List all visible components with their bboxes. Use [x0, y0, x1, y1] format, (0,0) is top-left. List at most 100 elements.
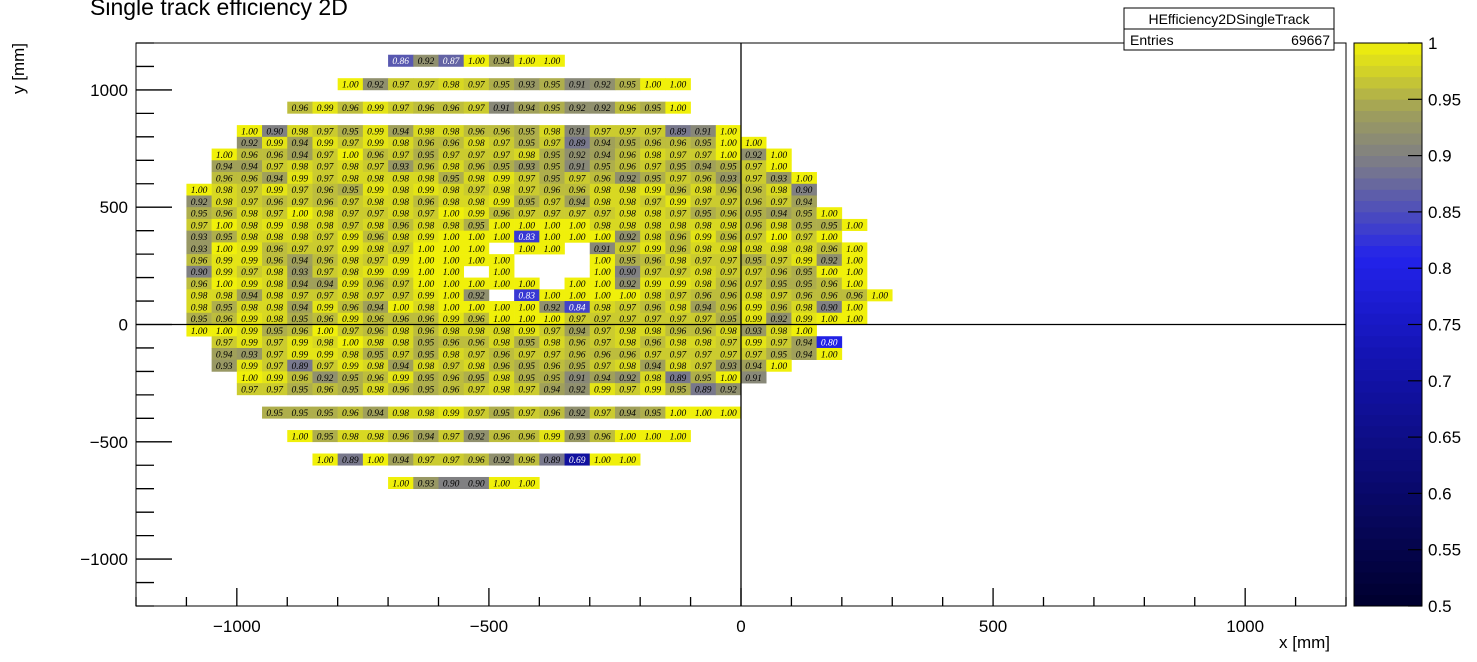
heatmap-cell [514, 148, 540, 161]
heatmap-cell [514, 371, 540, 384]
heatmap-cell [362, 406, 389, 419]
heatmap-cell [589, 371, 616, 384]
heatmap-cell [539, 136, 565, 149]
colorbar-tick-label: 0.7 [1428, 372, 1452, 391]
heatmap-cell-label: 0.96 [418, 139, 435, 149]
heatmap-cell-label: 0.96 [443, 374, 460, 384]
heatmap-cell [715, 277, 742, 290]
heatmap-cell [665, 359, 691, 372]
heatmap-cell-label: 0.89 [544, 456, 561, 466]
heatmap-cell [287, 289, 313, 302]
heatmap-cell [463, 242, 490, 255]
heatmap-cell-label: 0.96 [821, 245, 838, 255]
heatmap-cell [362, 207, 389, 220]
heatmap-cell-label: 0.95 [216, 303, 233, 313]
heatmap-cell [388, 242, 414, 255]
heatmap-cell [236, 242, 263, 255]
heatmap-cell [186, 277, 212, 290]
heatmap-cell-label: 0.95 [695, 210, 712, 220]
heatmap-cell [438, 148, 465, 161]
heatmap-cell [337, 312, 364, 325]
heatmap-cell [640, 289, 666, 302]
heatmap-cell [614, 359, 641, 372]
heatmap-cell-label: 0.98 [367, 362, 384, 372]
heatmap-cell [262, 383, 288, 396]
heatmap-cell-label: 0.96 [745, 186, 762, 196]
heatmap-cell [741, 148, 767, 161]
heatmap-cell-label: 0.94 [216, 350, 233, 360]
heatmap-cell-label: 1.00 [670, 81, 687, 91]
heatmap-cell-label: 0.98 [418, 127, 435, 137]
heatmap-cell [362, 218, 389, 231]
heatmap-cell-label: 1.00 [468, 233, 485, 243]
heatmap-cell [514, 136, 540, 149]
heatmap-cell-label: 0.96 [670, 186, 687, 196]
heatmap-cell-label: 0.97 [670, 210, 688, 220]
heatmap-cell-label: 0.99 [796, 256, 813, 266]
heatmap-cell [413, 78, 439, 91]
heatmap-cell [589, 78, 616, 91]
heatmap-cell [514, 160, 540, 173]
heatmap-cell [665, 125, 691, 138]
heatmap-cell-label: 0.98 [418, 221, 435, 231]
heatmap-cell-label: 0.97 [644, 163, 662, 173]
heatmap-cell [287, 324, 313, 337]
heatmap-cell-label: 0.97 [317, 245, 335, 255]
heatmap-cell-label: 0.89 [292, 362, 309, 372]
heatmap-cell [211, 254, 238, 267]
heatmap-cell [287, 430, 313, 443]
heatmap-cell [766, 254, 792, 267]
heatmap-cell-label: 0.94 [518, 104, 535, 114]
heatmap-cell [665, 336, 691, 349]
heatmap-cell [564, 125, 591, 138]
heatmap-cell-label: 0.98 [544, 127, 561, 137]
heatmap-cell-label: 0.99 [241, 315, 258, 325]
heatmap-cell [438, 347, 465, 360]
heatmap-cell [665, 242, 691, 255]
heatmap-cell-label: 0.96 [720, 186, 737, 196]
heatmap-cell [362, 183, 389, 196]
heatmap-cell-label: 0.95 [796, 221, 813, 231]
heatmap-cell-label: 0.97 [266, 350, 284, 360]
heatmap-cell [362, 347, 389, 360]
heatmap-cell-label: 0.96 [191, 280, 208, 290]
heatmap-cell [690, 218, 717, 231]
heatmap-cell [741, 301, 767, 314]
heatmap-cell-label: 0.97 [644, 198, 662, 208]
heatmap-cell-label: 0.99 [493, 174, 510, 184]
heatmap-cell [640, 78, 666, 91]
heatmap-cell [211, 289, 238, 302]
heatmap-cell [362, 277, 389, 290]
heatmap-cell-label: 0.98 [695, 280, 712, 290]
heatmap-cell-label: 0.99 [342, 245, 359, 255]
heatmap-cell-label: 0.97 [720, 256, 738, 266]
heatmap-cell-label: 1.00 [493, 315, 510, 325]
heatmap-cell [287, 136, 313, 149]
heatmap-cell [262, 136, 288, 149]
heatmap-cell-label: 0.96 [821, 280, 838, 290]
heatmap-cell [262, 277, 288, 290]
heatmap-cell-label: 0.99 [418, 292, 435, 302]
heatmap-cell-label: 0.92 [745, 151, 762, 161]
colorbar-tick-label: 0.8 [1428, 259, 1452, 278]
heatmap-cell-label: 0.97 [367, 292, 385, 302]
heatmap-cell [488, 195, 515, 208]
heatmap-cell [463, 277, 490, 290]
heatmap-cell-label: 0.98 [392, 327, 409, 337]
heatmap-cell-label: 0.96 [796, 292, 813, 302]
heatmap-cell [337, 230, 364, 243]
heatmap-cell [287, 160, 313, 173]
heatmap-cell-label: 0.98 [770, 186, 787, 196]
heatmap-cell [539, 230, 565, 243]
colorbar-step [1354, 110, 1422, 123]
heatmap-cell [262, 254, 288, 267]
heatmap-cell-label: 0.87 [443, 57, 461, 67]
heatmap-cell [690, 383, 717, 396]
heatmap-cell [791, 254, 817, 267]
heatmap-cell [614, 148, 641, 161]
heatmap-cell-label: 0.96 [745, 221, 762, 231]
heatmap-cell [287, 312, 313, 325]
heatmap-cell [287, 195, 313, 208]
colorbar-tick-label: 0.85 [1428, 203, 1461, 222]
heatmap-cell-label: 0.98 [392, 409, 409, 419]
